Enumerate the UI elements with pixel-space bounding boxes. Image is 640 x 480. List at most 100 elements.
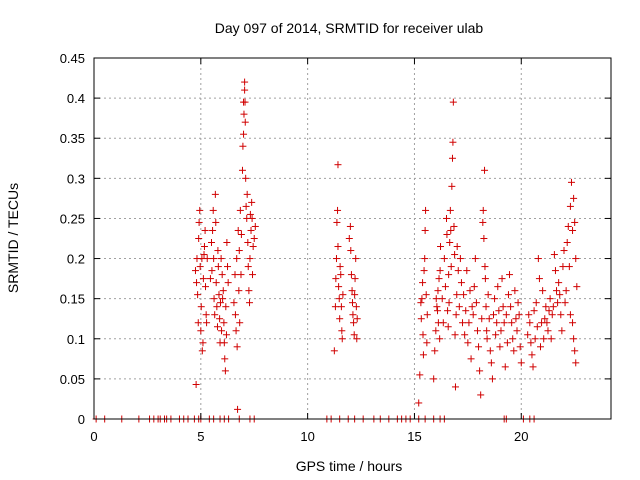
data-point bbox=[494, 283, 502, 291]
data-point bbox=[571, 218, 579, 226]
data-point bbox=[461, 331, 469, 339]
data-point bbox=[338, 335, 346, 343]
data-point bbox=[193, 279, 201, 287]
data-point bbox=[331, 303, 339, 311]
data-point bbox=[247, 226, 255, 234]
data-point bbox=[569, 226, 577, 234]
data-point bbox=[436, 267, 444, 275]
data-point bbox=[203, 255, 211, 263]
data-point bbox=[221, 355, 229, 363]
data-point bbox=[551, 267, 559, 275]
y-tick-label: 0.2 bbox=[67, 252, 85, 267]
data-point bbox=[481, 275, 489, 283]
data-point bbox=[333, 218, 341, 226]
data-point bbox=[454, 267, 462, 275]
data-point bbox=[197, 303, 205, 311]
data-point bbox=[213, 303, 221, 311]
data-point bbox=[222, 303, 230, 311]
data-point bbox=[438, 295, 446, 303]
data-point bbox=[237, 271, 245, 279]
data-point bbox=[430, 375, 438, 383]
data-point bbox=[512, 315, 520, 323]
data-point bbox=[431, 347, 439, 355]
data-point bbox=[221, 367, 229, 375]
data-point bbox=[465, 319, 473, 327]
data-point bbox=[423, 339, 431, 347]
data-point bbox=[556, 291, 564, 299]
data-point bbox=[220, 319, 228, 327]
data-point bbox=[570, 335, 578, 343]
data-point bbox=[488, 375, 496, 383]
data-point bbox=[352, 255, 360, 263]
data-point bbox=[525, 311, 533, 319]
data-point bbox=[469, 311, 477, 319]
data-point bbox=[211, 190, 219, 198]
data-point bbox=[531, 335, 539, 343]
data-point bbox=[199, 339, 207, 347]
data-point bbox=[526, 319, 534, 327]
data-point bbox=[214, 247, 222, 255]
data-point bbox=[349, 311, 357, 319]
data-point bbox=[240, 130, 248, 138]
x-tick-label: 5 bbox=[197, 429, 204, 444]
data-point bbox=[466, 287, 474, 295]
data-point bbox=[433, 303, 441, 311]
data-point bbox=[497, 327, 505, 335]
data-point bbox=[191, 267, 199, 275]
data-point bbox=[517, 359, 525, 367]
data-point bbox=[529, 363, 537, 371]
data-point bbox=[240, 110, 248, 118]
data-point bbox=[543, 319, 551, 327]
data-point bbox=[475, 343, 483, 351]
data-point bbox=[545, 307, 553, 315]
data-point bbox=[351, 275, 359, 283]
data-point bbox=[224, 279, 232, 287]
data-point bbox=[477, 391, 485, 399]
data-point bbox=[503, 339, 511, 347]
data-point bbox=[419, 351, 427, 359]
data-point bbox=[235, 287, 243, 295]
data-point bbox=[212, 218, 220, 226]
data-point bbox=[346, 222, 354, 230]
data-point bbox=[419, 331, 427, 339]
data-point bbox=[201, 226, 209, 234]
data-point bbox=[446, 239, 454, 247]
data-point bbox=[547, 335, 555, 343]
data-point bbox=[213, 323, 221, 331]
data-point bbox=[482, 303, 490, 311]
data-point bbox=[524, 331, 532, 339]
data-point bbox=[554, 299, 562, 307]
data-point bbox=[195, 218, 203, 226]
data-point bbox=[441, 283, 449, 291]
data-point bbox=[528, 351, 536, 359]
data-point bbox=[420, 267, 428, 275]
grid-lines bbox=[94, 58, 611, 419]
data-point bbox=[415, 399, 423, 407]
data-point bbox=[447, 263, 455, 271]
data-point bbox=[238, 166, 246, 174]
data-point bbox=[435, 275, 443, 283]
data-point bbox=[332, 275, 340, 283]
data-point bbox=[464, 339, 472, 347]
data-point bbox=[490, 311, 497, 319]
data-point bbox=[335, 295, 343, 303]
data-point bbox=[217, 255, 225, 263]
data-point bbox=[450, 222, 458, 230]
data-point bbox=[337, 303, 345, 311]
data-point bbox=[549, 303, 557, 311]
data-point bbox=[570, 194, 578, 202]
data-point bbox=[511, 287, 519, 295]
data-point bbox=[233, 343, 241, 351]
data-point bbox=[484, 291, 492, 299]
data-point bbox=[241, 118, 249, 126]
data-point bbox=[220, 339, 228, 347]
data-point bbox=[432, 295, 440, 303]
data-point bbox=[498, 275, 506, 283]
data-point bbox=[443, 214, 450, 222]
data-point bbox=[493, 319, 501, 327]
data-point bbox=[446, 206, 454, 214]
data-point bbox=[352, 303, 360, 311]
data-point bbox=[242, 202, 250, 210]
data-point bbox=[546, 295, 554, 303]
